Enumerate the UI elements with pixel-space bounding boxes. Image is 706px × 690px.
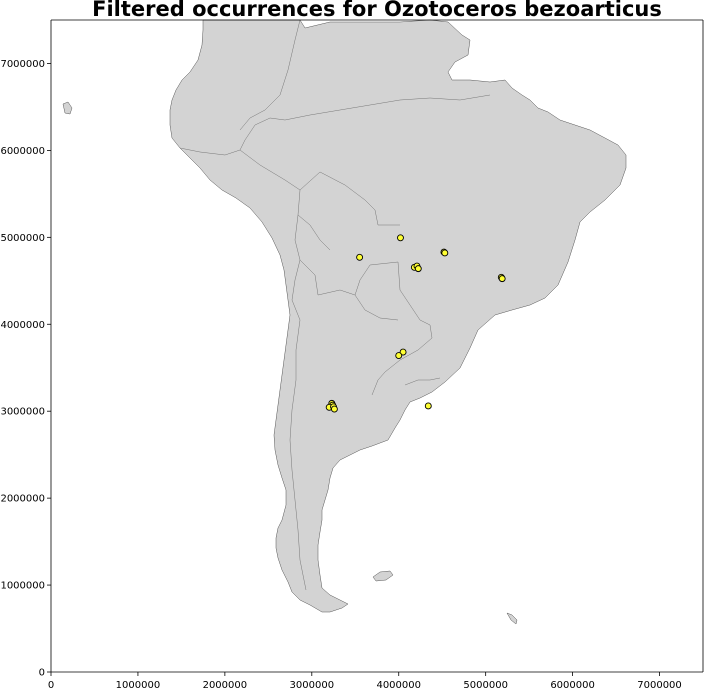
occurrence-point xyxy=(397,234,404,242)
axes: 0 1000000 2000000 3000000 4000000 5000000 6000… xyxy=(0,19,704,690)
x-tick-label: 1000000 xyxy=(116,680,161,690)
occurrence-point xyxy=(330,405,338,413)
border-line xyxy=(239,19,301,131)
south-georgia-island xyxy=(506,612,518,625)
chart-title: Filtered occurrences for Ozotoceros bezo… xyxy=(92,0,662,21)
border-line xyxy=(297,214,331,251)
x-ticks: 0 1000000 2000000 3000000 4000000 5000000 6000… xyxy=(48,672,682,690)
x-tick-label: 6000000 xyxy=(550,680,595,690)
y-tick-label: 5000000 xyxy=(0,233,45,244)
border-line xyxy=(371,261,433,396)
y-tick-label: 1000000 xyxy=(0,581,45,592)
occurrence-point xyxy=(356,253,364,261)
border-line xyxy=(239,149,400,226)
occurrence-point xyxy=(441,249,449,257)
occurrence-point xyxy=(414,265,422,273)
y-tick-label: 7000000 xyxy=(0,59,45,70)
border-line xyxy=(179,117,286,156)
x-tick-label: 5000000 xyxy=(463,680,508,690)
border-line xyxy=(404,377,441,386)
y-ticks: 0 1000000 2000000 3000000 4000000 5000000 6000… xyxy=(0,59,51,679)
y-tick-label: 2000000 xyxy=(0,494,45,505)
occurrence-point xyxy=(399,348,407,356)
border-line xyxy=(354,294,399,321)
y-tick-label: 6000000 xyxy=(0,146,45,157)
basemap-land xyxy=(62,19,627,625)
x-tick-label: 3000000 xyxy=(290,680,335,690)
falkland-islands xyxy=(372,570,394,582)
y-tick-label: 4000000 xyxy=(0,320,45,331)
y-tick-label: 3000000 xyxy=(0,407,45,418)
occurrence-point xyxy=(498,275,506,283)
basemap-borders xyxy=(179,19,491,591)
x-tick-label: 4000000 xyxy=(376,680,421,690)
y-tick-label: 0 xyxy=(39,668,45,679)
south-america-landmass xyxy=(169,19,627,613)
border-line xyxy=(284,94,491,121)
border-line xyxy=(289,259,307,591)
galapagos-islands xyxy=(62,101,73,115)
x-tick-label: 2000000 xyxy=(203,680,248,690)
x-tick-label: 7000000 xyxy=(637,680,682,690)
occurrence-point xyxy=(424,402,432,410)
x-tick-label: 0 xyxy=(48,680,54,690)
occurrence-point xyxy=(395,352,403,360)
border-line xyxy=(294,189,399,296)
occurrence-points xyxy=(325,234,506,413)
